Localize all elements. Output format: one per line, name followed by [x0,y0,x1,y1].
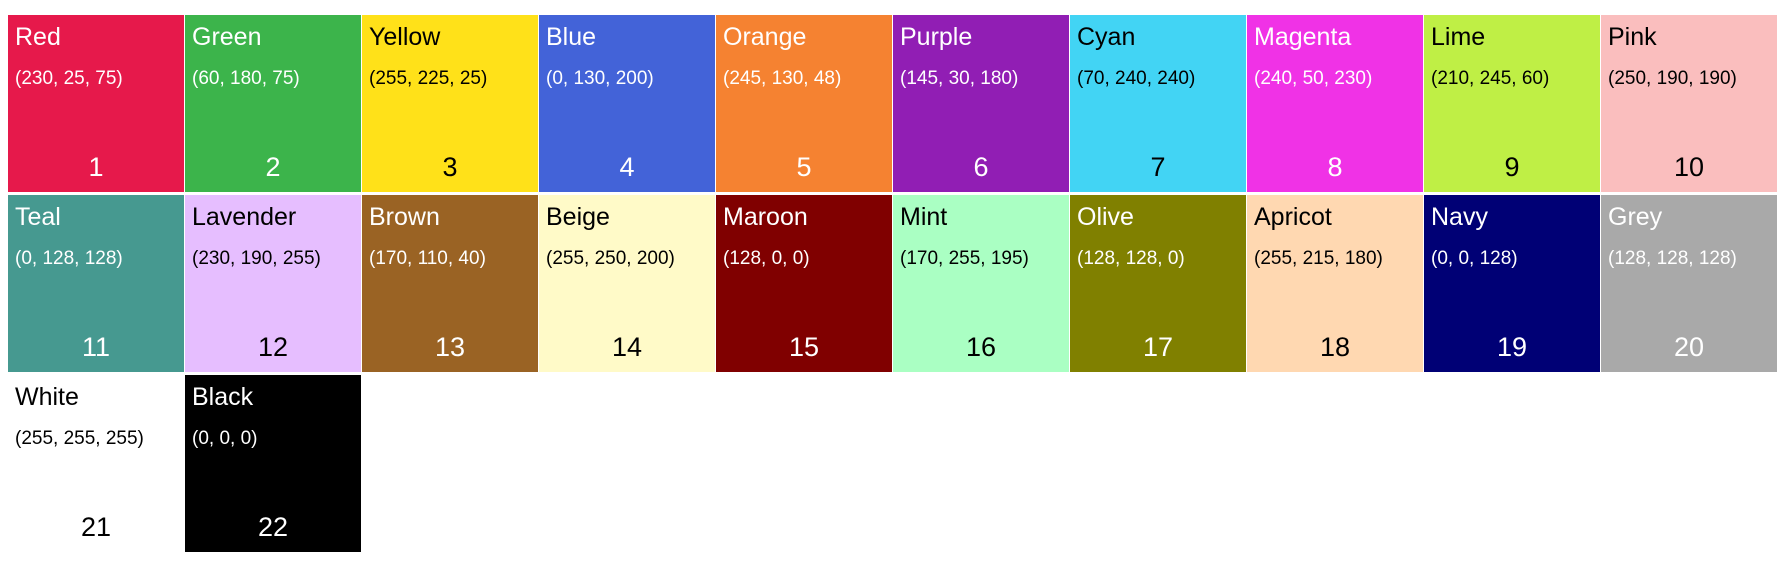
swatch-number: 2 [265,152,281,182]
swatch-name: Purple [900,23,973,51]
color-swatch-mint: Mint (170, 255, 195) 16 [893,195,1069,372]
color-swatch-teal: Teal (0, 128, 128) 11 [8,195,184,372]
swatch-name: Maroon [723,203,808,231]
swatch-name: Beige [546,203,610,231]
swatch-number: 4 [619,152,635,182]
swatch-number: 11 [81,332,111,362]
color-swatch-magenta: Magenta (240, 50, 230) 8 [1247,15,1423,192]
swatch-rgb-value: (0, 0, 0) [192,428,258,449]
swatch-number: 13 [434,332,466,362]
swatch-rgb-value: (0, 128, 128) [15,248,123,269]
color-swatch-white: White (255, 255, 255) 21 [8,375,184,552]
swatch-number: 16 [965,332,997,362]
swatch-name: Black [192,383,254,411]
swatch-number: 12 [257,332,289,362]
color-swatch-beige: Beige (255, 250, 200) 14 [539,195,715,372]
color-palette-grid: Red (230, 25, 75) 1 Green (60, 180, 75) … [8,15,1777,552]
swatch-rgb-value: (128, 0, 0) [723,248,810,269]
swatch-rgb-value: (145, 30, 180) [900,68,1019,89]
swatch-name: Mint [900,203,948,231]
color-swatch-navy: Navy (0, 0, 128) 19 [1424,195,1600,372]
color-swatch-blue: Blue (0, 130, 200) 4 [539,15,715,192]
color-swatch-grey: Grey (128, 128, 128) 20 [1601,195,1777,372]
swatch-rgb-value: (240, 50, 230) [1254,68,1373,89]
color-swatch-apricot: Apricot (255, 215, 180) 18 [1247,195,1423,372]
swatch-number: 6 [973,152,989,182]
swatch-name: Blue [546,23,597,51]
swatch-name: Yellow [369,23,441,51]
swatch-name: Red [15,23,61,51]
swatch-rgb-value: (255, 255, 255) [15,428,144,449]
swatch-number: 21 [80,512,112,542]
swatch-number: 20 [1673,332,1705,362]
color-swatch-cyan: Cyan (70, 240, 240) 7 [1070,15,1246,192]
swatch-number: 18 [1319,332,1351,362]
swatch-number: 22 [257,512,289,542]
swatch-number: 5 [796,152,812,182]
swatch-rgb-value: (230, 25, 75) [15,68,123,89]
swatch-name: Green [192,23,262,51]
swatch-number: 9 [1504,152,1520,182]
color-swatch-brown: Brown (170, 110, 40) 13 [362,195,538,372]
swatch-name: Olive [1077,203,1134,231]
swatch-rgb-value: (170, 255, 195) [900,248,1029,269]
swatch-number: 14 [611,332,643,362]
swatch-number: 7 [1150,152,1166,182]
swatch-number: 1 [88,152,104,182]
swatch-name: Magenta [1254,23,1352,51]
swatch-number: 17 [1142,332,1174,362]
swatch-name: White [15,383,79,411]
color-swatch-olive: Olive (128, 128, 0) 17 [1070,195,1246,372]
swatch-rgb-value: (255, 225, 25) [369,68,488,89]
swatch-number: 8 [1327,152,1343,182]
swatch-rgb-value: (250, 190, 190) [1608,68,1737,89]
color-swatch-yellow: Yellow (255, 225, 25) 3 [362,15,538,192]
swatch-number: 15 [788,332,820,362]
color-swatch-lavender: Lavender (230, 190, 255) 12 [185,195,361,372]
color-swatch-orange: Orange (245, 130, 48) 5 [716,15,892,192]
swatch-name: Apricot [1254,203,1332,231]
color-swatch-green: Green (60, 180, 75) 2 [185,15,361,192]
swatch-name: Lime [1431,23,1486,51]
swatch-number: 19 [1496,332,1528,362]
swatch-rgb-value: (70, 240, 240) [1077,68,1196,89]
color-swatch-lime: Lime (210, 245, 60) 9 [1424,15,1600,192]
color-swatch-pink: Pink (250, 190, 190) 10 [1601,15,1777,192]
color-swatch-purple: Purple (145, 30, 180) 6 [893,15,1069,192]
swatch-rgb-value: (128, 128, 128) [1608,248,1737,269]
swatch-name: Grey [1608,203,1663,231]
swatch-name: Cyan [1077,23,1136,51]
swatch-rgb-value: (255, 215, 180) [1254,248,1383,269]
swatch-rgb-value: (60, 180, 75) [192,68,300,89]
swatch-rgb-value: (255, 250, 200) [546,248,675,269]
color-swatch-black: Black (0, 0, 0) 22 [185,375,361,552]
swatch-number: 3 [442,152,458,182]
swatch-name: Lavender [192,203,297,231]
swatch-rgb-value: (128, 128, 0) [1077,248,1185,269]
swatch-name: Navy [1431,203,1488,231]
color-swatch-red: Red (230, 25, 75) 1 [8,15,184,192]
swatch-number: 10 [1673,152,1705,182]
swatch-name: Brown [369,203,440,231]
swatch-rgb-value: (210, 245, 60) [1431,68,1550,89]
swatch-name: Orange [723,23,807,51]
swatch-rgb-value: (230, 190, 255) [192,248,321,269]
color-swatch-maroon: Maroon (128, 0, 0) 15 [716,195,892,372]
swatch-rgb-value: (245, 130, 48) [723,68,842,89]
swatch-name: Pink [1608,23,1657,51]
swatch-rgb-value: (170, 110, 40) [369,248,486,269]
swatch-rgb-value: (0, 130, 200) [546,68,654,89]
swatch-rgb-value: (0, 0, 128) [1431,248,1518,269]
swatch-name: Teal [15,203,61,231]
